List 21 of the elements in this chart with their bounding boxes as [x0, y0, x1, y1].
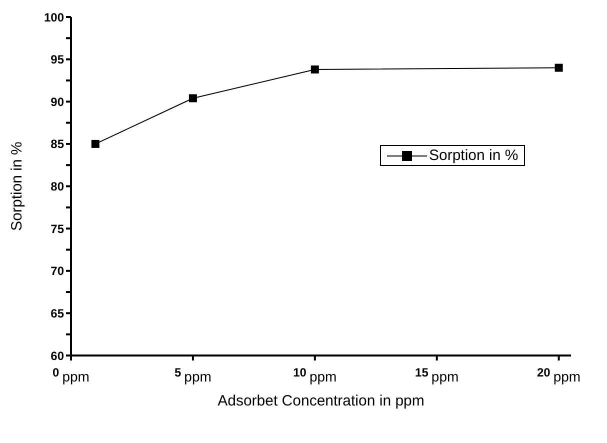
y-tick-label: 60 — [50, 348, 64, 363]
y-tick-label: 75 — [50, 222, 64, 236]
point — [554, 64, 563, 72]
x-tick-label: 20 ppm — [537, 366, 581, 384]
y-tick-label: 95 — [50, 52, 64, 67]
y-axis-title: Sorption in % — [8, 142, 26, 231]
x-tick-label: 5 ppm — [174, 366, 212, 384]
point — [91, 140, 100, 148]
x-axis-title: Adsorbet Concentration in ppm — [218, 392, 424, 410]
y-tick-label: 100 — [44, 10, 64, 24]
x-tick-label: 0 ppm — [52, 366, 90, 384]
y-tick-label: 85 — [50, 137, 64, 152]
point — [188, 94, 197, 102]
y-tick-label: 65 — [50, 306, 64, 320]
x-tick-label: 10 ppm — [293, 366, 337, 384]
legend-label: Sorption in % — [429, 147, 518, 164]
y-tick-label: 80 — [50, 180, 64, 194]
y-tick-label: 70 — [50, 264, 64, 278]
y-tick-label: 90 — [50, 94, 64, 109]
x-tick-label: 15 ppm — [415, 366, 459, 384]
point — [310, 65, 319, 74]
